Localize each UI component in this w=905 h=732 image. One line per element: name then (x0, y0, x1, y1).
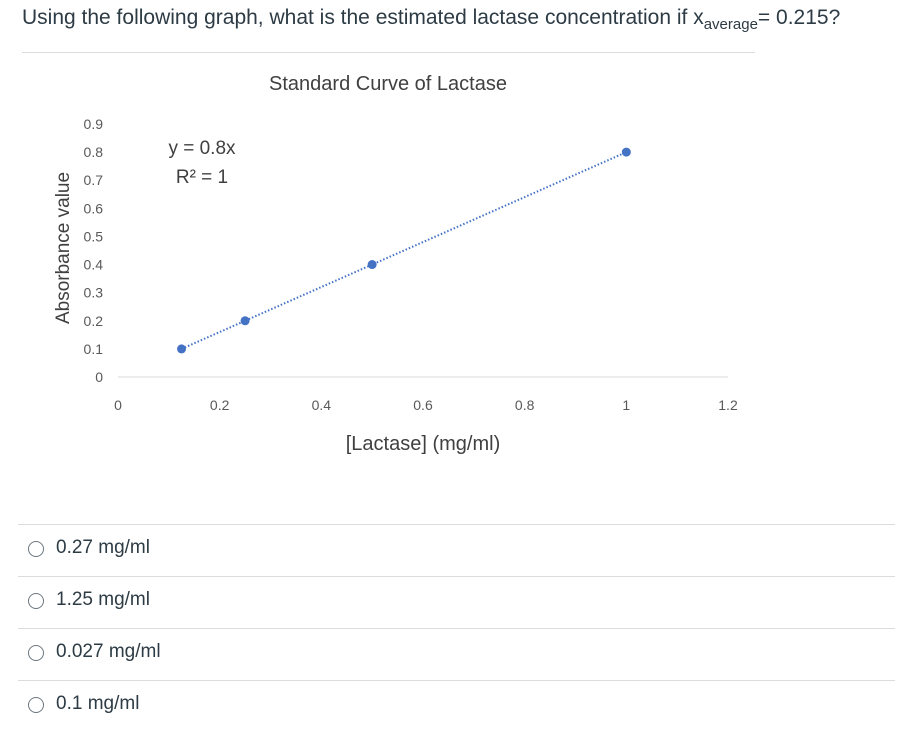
x-tick-label: 0.6 (413, 397, 433, 413)
y-tick-label: 0.4 (84, 257, 104, 273)
y-tick-labels: 0 0.1 0.2 0.3 0.4 0.5 0.6 0.7 0.8 0.9 (84, 116, 104, 385)
question-variable: x (693, 6, 704, 29)
x-tick-label: 1.2 (718, 397, 738, 413)
data-point (622, 148, 631, 157)
question-suffix: = 0.215? (758, 6, 840, 29)
answer-option-4[interactable]: 0.1 mg/ml (18, 680, 895, 732)
r-squared-label: R² = 1 (176, 167, 228, 188)
radio-button-1[interactable] (28, 541, 44, 557)
x-tick-labels: 0 0.2 0.4 0.6 0.8 1 1.2 (114, 397, 738, 413)
y-tick-label: 0 (95, 369, 103, 385)
answer-label-2[interactable]: 1.25 mg/ml (56, 589, 150, 611)
y-tick-label: 0.1 (84, 341, 104, 357)
answer-label-4[interactable]: 0.1 mg/ml (56, 693, 139, 715)
y-tick-label: 0.6 (84, 200, 104, 216)
data-point (241, 316, 250, 325)
x-tick-label: 0.8 (515, 397, 535, 413)
y-tick-label: 0.3 (84, 285, 104, 301)
answer-option-3[interactable]: 0.027 mg/ml (18, 628, 895, 680)
standard-curve-chart: Standard Curve of Lactase Absorbance val… (0, 60, 905, 470)
x-tick-label: 0.4 (312, 397, 332, 413)
divider (22, 52, 755, 53)
y-tick-label: 0.8 (84, 144, 104, 160)
answer-option-1[interactable]: 0.27 mg/ml (18, 524, 895, 576)
y-tick-label: 0.9 (84, 116, 104, 132)
answer-option-2[interactable]: 1.25 mg/ml (18, 576, 895, 628)
answer-label-1[interactable]: 0.27 mg/ml (56, 537, 150, 559)
answer-label-3[interactable]: 0.027 mg/ml (56, 641, 161, 663)
radio-button-3[interactable] (28, 645, 44, 661)
x-tick-label: 1 (622, 397, 630, 413)
question-text: Using the following graph, what is the e… (22, 6, 840, 33)
x-axis-label: [Lactase] (mg/ml) (346, 433, 500, 455)
data-point (368, 260, 377, 269)
y-tick-label: 0.2 (84, 313, 104, 329)
y-axis-label: Absorbance value (53, 172, 74, 324)
x-tick-label: 0.2 (210, 397, 230, 413)
question-prefix: Using the following graph, what is the e… (22, 6, 693, 29)
y-tick-label: 0.7 (84, 172, 104, 188)
radio-button-2[interactable] (28, 593, 44, 609)
equation-label: y = 0.8x (168, 138, 236, 159)
data-point (177, 344, 186, 353)
radio-button-4[interactable] (28, 697, 44, 713)
x-tick-label: 0 (114, 397, 122, 413)
y-tick-label: 0.5 (84, 228, 104, 244)
chart-title: Standard Curve of Lactase (269, 73, 507, 95)
question-variable-subscript: average (704, 16, 758, 33)
